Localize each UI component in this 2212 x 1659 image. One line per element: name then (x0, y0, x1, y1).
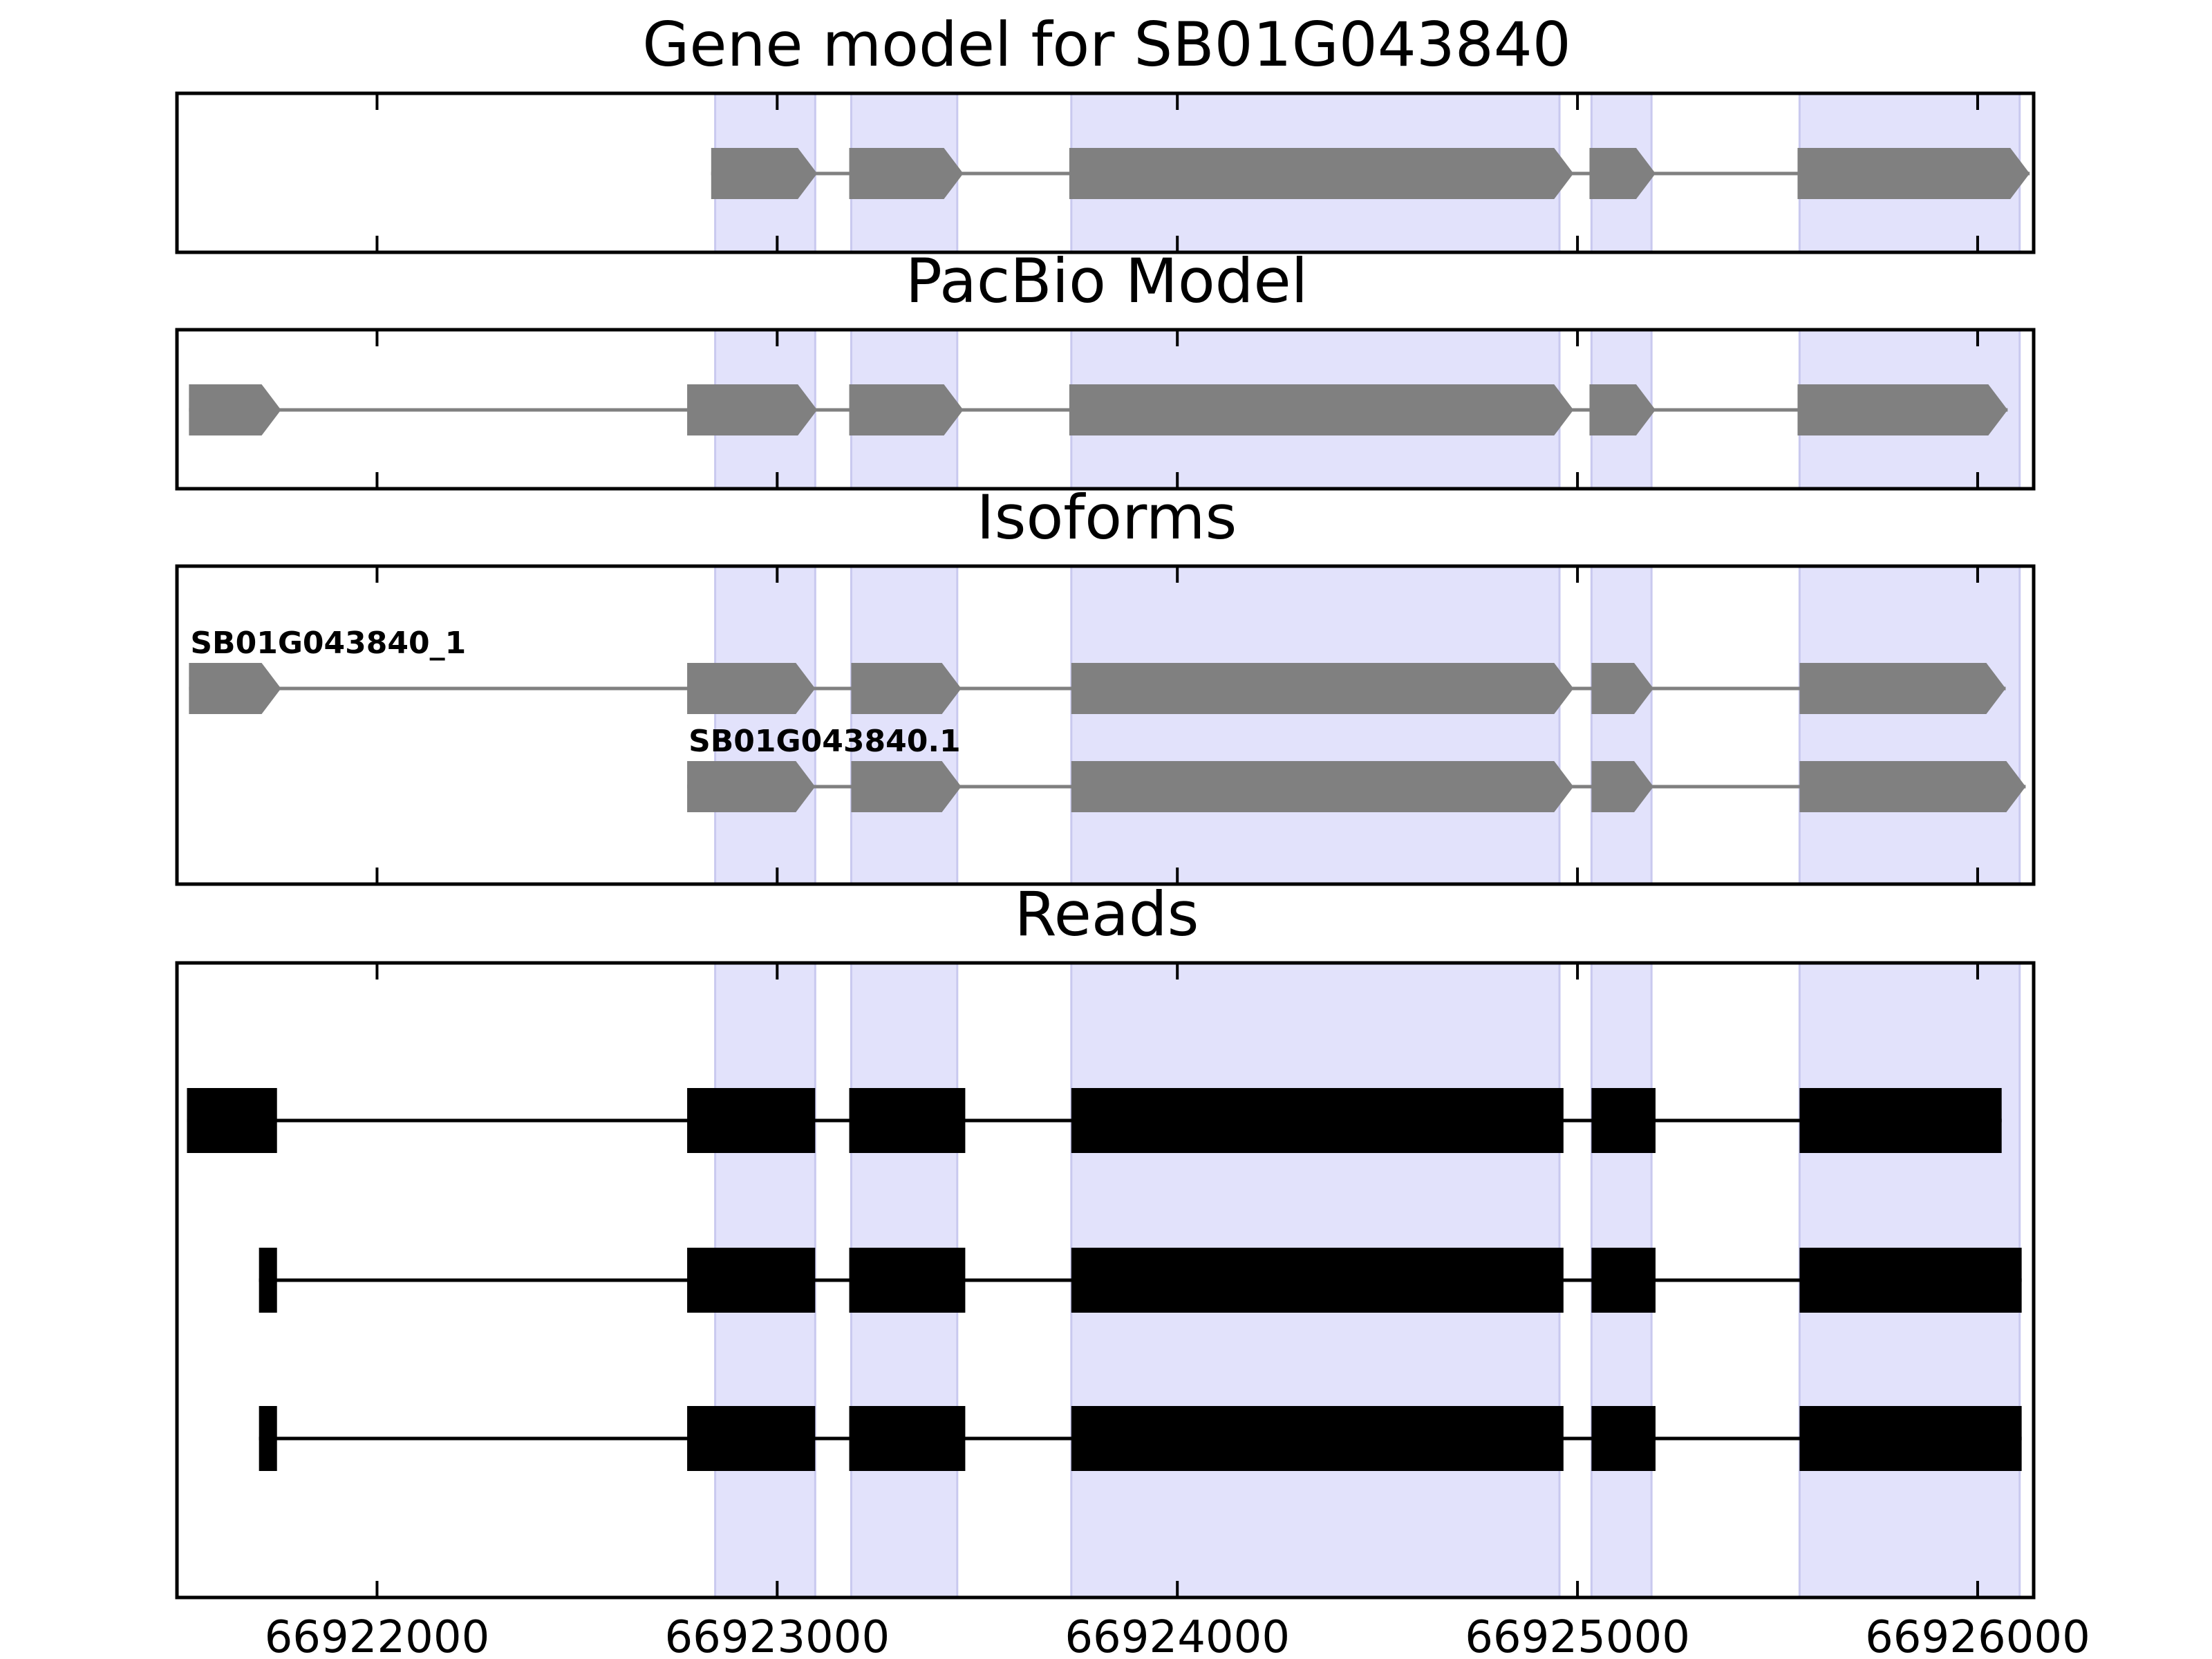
highlight-band (1070, 565, 1561, 885)
panel-title: PacBio Model (906, 245, 1308, 317)
read-exon-block (1071, 1406, 1564, 1471)
exon-arrow (687, 384, 818, 435)
exon-arrow (1591, 663, 1654, 714)
read-exon-block (1591, 1088, 1656, 1153)
highlight-band (1798, 565, 2021, 885)
read-exon-block (187, 1088, 277, 1153)
x-tick-label: 66922000 (265, 1612, 490, 1659)
exon-arrow (1589, 384, 1656, 435)
exon-arrow (1071, 761, 1574, 812)
panel-title: Isoforms (977, 482, 1237, 553)
read-exon-block (687, 1088, 816, 1153)
highlight-band (850, 565, 959, 885)
panel-pacbio-model: PacBio Model (175, 245, 2036, 491)
exon-arrow (687, 761, 816, 812)
exon-arrow (711, 148, 818, 199)
exon-arrow (1799, 761, 2026, 812)
axes-frame (175, 564, 2036, 886)
exon-arrow (1797, 384, 2008, 435)
exon-arrow (687, 663, 816, 714)
panel-isoforms: SB01G043840_1 SB01G043840.1 Isoforms (175, 482, 2036, 886)
exon-arrow (1069, 384, 1574, 435)
read-exon-block (687, 1248, 816, 1313)
read-exon-block (1799, 1406, 2022, 1471)
axes-frame (175, 328, 2036, 491)
exon-arrow (1069, 148, 1574, 199)
read-exon-block (1071, 1248, 1564, 1313)
read-exon-block (259, 1406, 277, 1471)
read-exon-block (849, 1406, 966, 1471)
exon-arrow (1591, 761, 1654, 812)
read-exon-block (1071, 1088, 1564, 1153)
x-tick-label: 66925000 (1465, 1612, 1690, 1659)
panel-plot-area (175, 91, 2036, 254)
panel-title: Reads (1015, 879, 1199, 950)
panel-reads: Reads (175, 879, 2036, 1600)
x-tick-label: 66923000 (664, 1612, 890, 1659)
panel-plot-area: SB01G043840_1 SB01G043840.1 (175, 564, 2036, 886)
exon-arrow (189, 663, 281, 714)
read-exon-block (1799, 1088, 2002, 1153)
exon-arrow (851, 663, 962, 714)
read-exon-block (849, 1088, 966, 1153)
read-exon-block (849, 1248, 966, 1313)
exon-arrow (189, 384, 281, 435)
panel-title: Gene model for SB01G043840 (642, 9, 1571, 80)
isoform-label: SB01G043840_1 (190, 626, 466, 661)
exon-arrow (1589, 148, 1656, 199)
exon-arrow (1797, 148, 2030, 199)
read-exon-block (1591, 1248, 1656, 1313)
highlight-band (1590, 565, 1653, 885)
read-exon-block (259, 1248, 277, 1313)
highlight-band (714, 565, 816, 885)
x-axis-tick-labels: 66922000 66923000 66924000 66925000 6692… (265, 1612, 2090, 1659)
exon-arrow (849, 148, 964, 199)
panel-gene-model: Gene model for SB01G043840 (175, 9, 2036, 254)
read-exon-block (1591, 1406, 1656, 1471)
isoform-label: SB01G043840.1 (688, 724, 961, 759)
panel-plot-area (175, 328, 2036, 491)
exon-arrow (1799, 663, 2006, 714)
read-exon-block (687, 1406, 816, 1471)
read-exon-block (1799, 1248, 2022, 1313)
exon-arrow (1071, 663, 1574, 714)
x-tick-label: 66926000 (1865, 1612, 2090, 1659)
x-tick-label: 66924000 (1065, 1612, 1290, 1659)
panel-plot-area (175, 961, 2036, 1600)
axes-frame (175, 961, 2036, 1600)
exon-arrow (849, 384, 964, 435)
axes-frame (175, 91, 2036, 254)
exon-arrow (851, 761, 962, 812)
